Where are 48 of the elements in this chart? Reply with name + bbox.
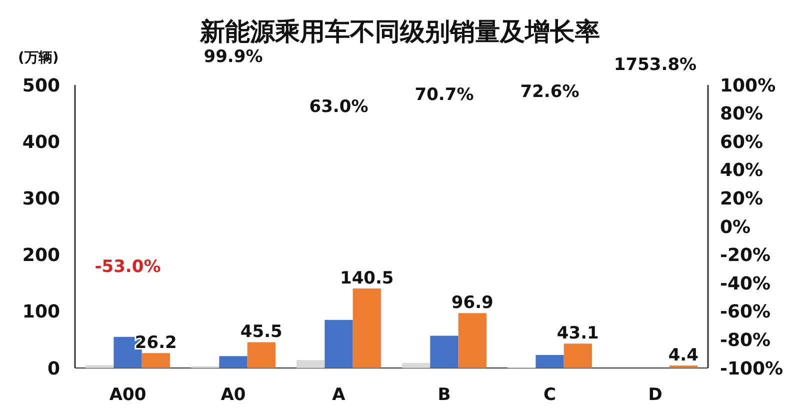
y-tick-label: 100 <box>22 302 60 323</box>
bar <box>352 288 381 368</box>
annotation: 70.7% <box>414 85 474 105</box>
x-tick-label: D <box>648 385 662 405</box>
y-tick-label: 500 <box>22 75 60 96</box>
bar <box>564 344 592 368</box>
bar <box>536 354 564 368</box>
y2-tick-label: -40% <box>720 273 771 294</box>
y2-tick-label: 20% <box>720 188 764 210</box>
x-tick-label: B <box>438 385 451 405</box>
y2-tick-label: 60% <box>720 132 764 153</box>
y-tick-label: 200 <box>22 245 60 266</box>
data-label: 4.4 <box>668 346 699 366</box>
bar <box>219 356 248 368</box>
y2-tick-label: 0% <box>720 216 751 238</box>
x-tick-label: A0 <box>220 385 246 405</box>
y2-tick-label: 100% <box>720 75 776 96</box>
text: 99.9% <box>204 47 263 67</box>
y2-tick-label: -100% <box>720 358 784 380</box>
y-tick-label: 0 <box>47 358 60 380</box>
bar <box>324 320 353 368</box>
annotation: -53.0% <box>94 257 161 277</box>
data-label: 96.9 <box>451 293 494 314</box>
bar <box>430 336 458 368</box>
y-tick-label: 300 <box>22 188 60 210</box>
annotation: 63.0% <box>309 97 368 117</box>
text: 1753.8% <box>614 55 697 75</box>
y2-tick-label: -60% <box>720 302 771 323</box>
data-label: 140.5 <box>340 268 394 288</box>
data-label: 43.1 <box>556 324 599 344</box>
x-tick-label: C <box>544 385 556 405</box>
y-axis-title: (万辆) <box>18 50 59 66</box>
data-label: 45.5 <box>240 322 282 342</box>
bar <box>402 362 430 368</box>
y2-tick-label: -20% <box>720 245 771 266</box>
y2-tick-label: 40% <box>720 160 764 182</box>
x-tick-label: A00 <box>109 385 146 405</box>
x-tick-label: A <box>332 385 346 405</box>
annotation: 72.6% <box>520 82 580 102</box>
y-tick-label: 400 <box>22 132 60 153</box>
y2-tick-label: -80% <box>720 330 771 351</box>
bar <box>247 342 276 368</box>
chart-title: 新能源乘用车不同级别销量及增长率 <box>199 17 600 46</box>
bar <box>296 360 325 368</box>
bar <box>86 365 114 368</box>
bar <box>458 313 486 368</box>
y2-tick-label: 80% <box>720 104 764 125</box>
bar <box>142 353 170 368</box>
